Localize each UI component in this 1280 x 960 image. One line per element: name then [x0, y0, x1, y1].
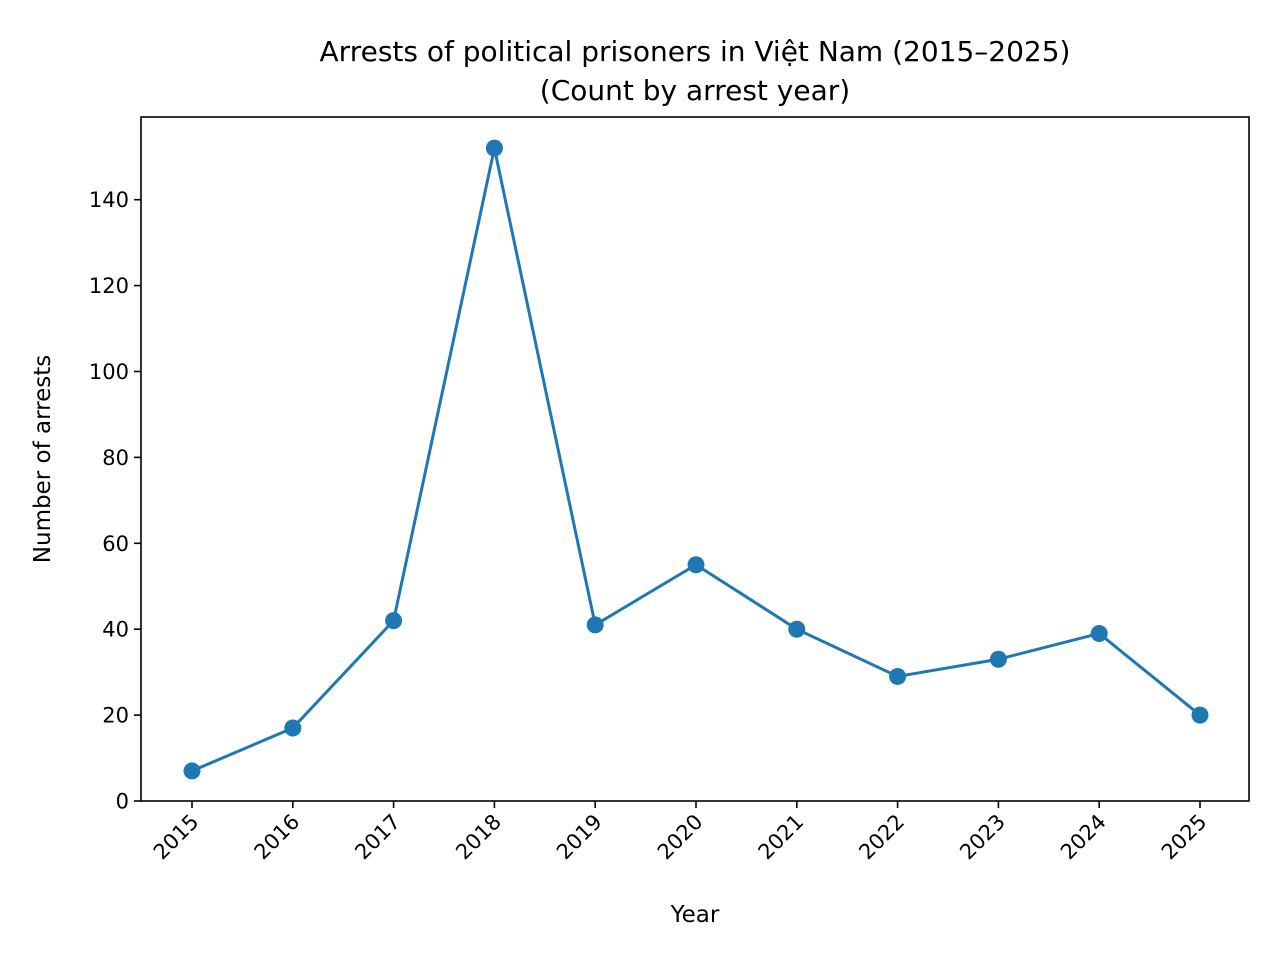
- data-point-2016: [284, 719, 302, 737]
- chart-title: Arrests of political prisoners in Việt N…: [320, 35, 1071, 68]
- y-tick-label: 20: [102, 704, 129, 728]
- y-tick-label: 100: [89, 360, 129, 384]
- chart-subtitle: (Count by arrest year): [540, 74, 850, 107]
- y-axis-label: Number of arrests: [30, 355, 56, 563]
- data-point-2019: [586, 616, 604, 634]
- series-layer: [183, 139, 1209, 780]
- y-tick-label: 140: [89, 188, 129, 212]
- axes-frame: [140, 116, 1250, 802]
- data-point-2024: [1090, 624, 1108, 642]
- data-point-2015: [183, 762, 201, 780]
- data-point-2018: [485, 139, 503, 157]
- y-axis-ticks: 0 20 40 60 80 100 120 140: [89, 188, 141, 814]
- y-tick-label: 0: [116, 790, 129, 814]
- y-tick-label: 120: [89, 274, 129, 298]
- data-point-2017: [385, 612, 403, 630]
- y-tick-label: 80: [102, 446, 129, 470]
- data-point-2021: [788, 620, 806, 638]
- data-point-2025: [1191, 706, 1209, 724]
- data-point-2023: [989, 650, 1007, 668]
- y-tick-label: 40: [102, 618, 129, 642]
- x-axis-label: Year: [670, 902, 720, 928]
- data-point-2020: [687, 556, 705, 574]
- data-point-2022: [889, 667, 907, 685]
- y-tick-label: 60: [102, 532, 129, 556]
